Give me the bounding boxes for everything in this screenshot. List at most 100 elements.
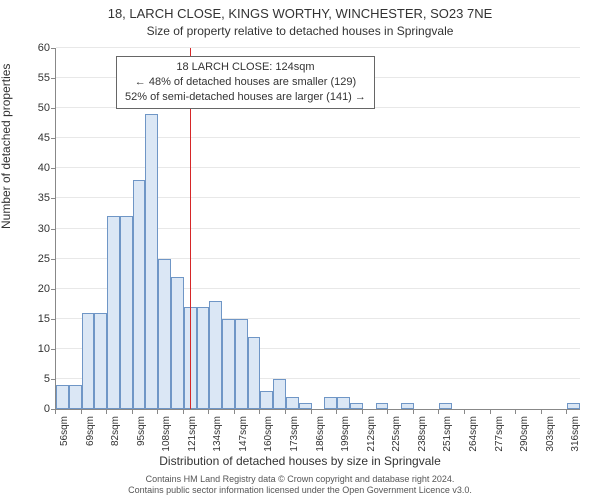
y-tick-mark [51,349,55,350]
histogram-bar [337,397,350,409]
info-box-line: 52% of semi-detached houses are larger (… [125,90,366,105]
x-tick-label: 290sqm [519,416,530,456]
x-tick-mark [81,410,82,414]
x-tick-label: 238sqm [417,416,428,456]
x-tick-label: 160sqm [263,416,274,456]
x-tick-mark [387,410,388,414]
y-tick-label: 40 [20,162,50,174]
histogram-bar [94,313,107,409]
histogram-bar [376,403,389,409]
y-tick-mark [51,289,55,290]
x-tick-label: 95sqm [136,416,147,456]
x-tick-label: 316sqm [570,416,581,456]
x-tick-label: 251sqm [442,416,453,456]
info-box-line: 18 LARCH CLOSE: 124sqm [125,60,366,75]
y-tick-mark [51,379,55,380]
histogram-bar [324,397,337,409]
histogram-bar [158,259,171,409]
y-tick-label: 50 [20,102,50,114]
y-tick-mark [51,78,55,79]
histogram-bar [171,277,184,409]
x-tick-mark [336,410,337,414]
plot-area: 18 LARCH CLOSE: 124sqm← 48% of detached … [55,48,580,410]
histogram-bar [197,307,210,409]
histogram-bar [299,403,312,409]
y-tick-label: 25 [20,253,50,265]
histogram-bar [567,403,580,409]
y-gridline [56,137,580,138]
histogram-bar [145,114,158,409]
y-tick-label: 35 [20,192,50,204]
x-tick-label: 277sqm [494,416,505,456]
x-tick-mark [490,410,491,414]
histogram-bar [439,403,452,409]
y-tick-mark [51,198,55,199]
x-tick-label: 121sqm [187,416,198,456]
y-tick-label: 55 [20,72,50,84]
histogram-bar [273,379,286,409]
y-tick-mark [51,168,55,169]
x-tick-mark [311,410,312,414]
x-tick-label: 56sqm [59,416,70,456]
x-tick-mark [55,410,56,414]
x-tick-mark [413,410,414,414]
x-tick-label: 173sqm [289,416,300,456]
x-tick-mark [515,410,516,414]
histogram-bar [350,403,363,409]
y-tick-mark [51,138,55,139]
y-tick-label: 10 [20,343,50,355]
x-tick-mark [183,410,184,414]
x-tick-label: 82sqm [110,416,121,456]
histogram-bar [209,301,222,409]
x-tick-mark [157,410,158,414]
chart-subtitle: Size of property relative to detached ho… [0,24,600,38]
x-tick-mark [208,410,209,414]
x-tick-label: 264sqm [468,416,479,456]
histogram-bar [260,391,273,409]
x-tick-mark [132,410,133,414]
y-tick-label: 5 [20,373,50,385]
x-tick-label: 212sqm [366,416,377,456]
x-tick-label: 134sqm [212,416,223,456]
histogram-bar [133,180,146,409]
y-tick-label: 15 [20,313,50,325]
y-tick-label: 60 [20,42,50,54]
x-tick-mark [541,410,542,414]
histogram-bar [248,337,261,409]
x-tick-mark [464,410,465,414]
y-tick-mark [51,48,55,49]
x-tick-label: 303sqm [545,416,556,456]
x-tick-mark [259,410,260,414]
y-tick-label: 45 [20,132,50,144]
histogram-bar [120,216,133,409]
x-tick-label: 225sqm [391,416,402,456]
x-tick-mark [106,410,107,414]
x-tick-label: 108sqm [161,416,172,456]
x-tick-mark [234,410,235,414]
info-box-line: ← 48% of detached houses are smaller (12… [125,75,366,90]
y-tick-mark [51,319,55,320]
footer-line-1: Contains HM Land Registry data © Crown c… [0,474,600,485]
histogram-bar [401,403,414,409]
y-tick-label: 20 [20,283,50,295]
histogram-bar [222,319,235,409]
x-tick-label: 69sqm [85,416,96,456]
chart-title: 18, LARCH CLOSE, KINGS WORTHY, WINCHESTE… [0,6,600,21]
y-tick-mark [51,108,55,109]
y-tick-mark [51,229,55,230]
histogram-bar [107,216,120,409]
x-axis-title: Distribution of detached houses by size … [0,454,600,468]
histogram-bar [82,313,95,409]
x-tick-label: 186sqm [315,416,326,456]
footer: Contains HM Land Registry data © Crown c… [0,474,600,496]
histogram-bar [286,397,299,409]
y-axis-title: Number of detached properties [0,64,13,229]
y-tick-label: 30 [20,223,50,235]
histogram-bar [235,319,248,409]
x-tick-mark [285,410,286,414]
y-gridline [56,47,580,48]
y-tick-mark [51,259,55,260]
x-tick-label: 199sqm [340,416,351,456]
y-tick-label: 0 [20,403,50,415]
footer-line-2: Contains public sector information licen… [0,485,600,496]
